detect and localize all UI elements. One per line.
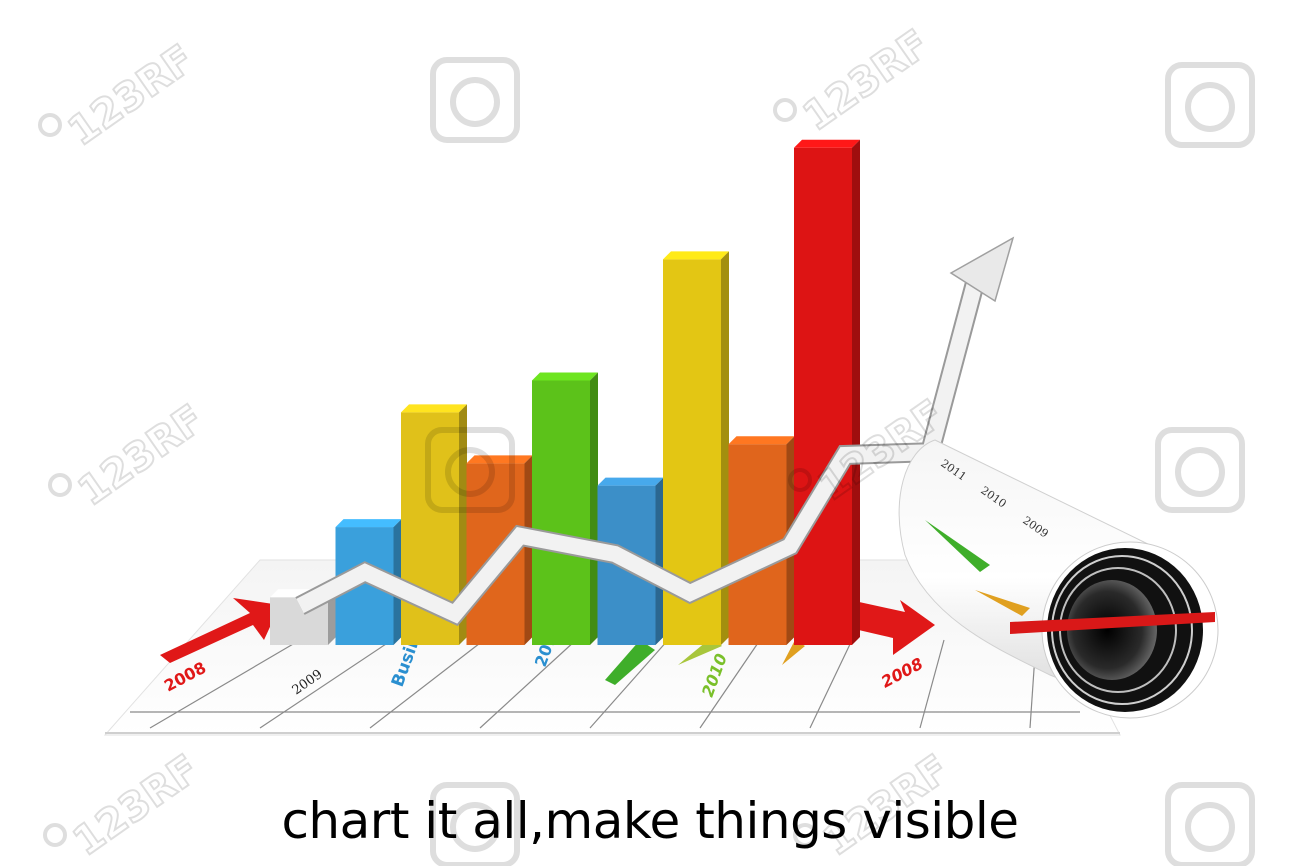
roll-orange-mark	[975, 590, 1030, 616]
camera-icon	[425, 427, 515, 513]
paper-grid	[130, 639, 1080, 729]
trend-arrowhead	[949, 236, 1015, 303]
bar-top	[663, 251, 729, 260]
bar-8	[794, 139, 860, 645]
camera-lens	[450, 77, 500, 127]
bar-side	[721, 251, 729, 645]
camera-icon	[430, 782, 520, 866]
roll-hole	[1067, 580, 1157, 680]
camera-lens	[1185, 82, 1235, 132]
camera-icon	[48, 473, 72, 497]
bar-top	[466, 455, 533, 464]
green-arrow	[605, 640, 655, 685]
watermark	[430, 57, 520, 143]
watermark	[1165, 62, 1255, 148]
grid-line	[919, 639, 945, 729]
camera-icon	[430, 57, 520, 143]
trend-arrow	[295, 236, 1015, 627]
roll-red-stripe	[1010, 612, 1215, 634]
watermark-text: 123RF	[70, 396, 212, 515]
grid-line	[809, 639, 853, 729]
grid-line	[369, 639, 485, 729]
bar-side	[852, 139, 860, 645]
camera-icon	[43, 823, 67, 847]
bar-side	[328, 589, 336, 645]
red-arrow-right	[850, 600, 935, 655]
watermark-text: 123RF	[60, 36, 202, 155]
watermark: 123RF	[48, 395, 213, 516]
watermark	[425, 427, 515, 513]
bar-top	[335, 519, 402, 528]
bar-top	[532, 372, 598, 381]
camera-icon	[793, 823, 817, 847]
bar-top	[794, 139, 860, 148]
watermark	[430, 782, 520, 866]
orange-arrow	[782, 640, 805, 665]
bar-side	[459, 404, 467, 645]
grid-line	[699, 639, 761, 729]
bar-4	[532, 372, 598, 645]
bar-side	[524, 455, 533, 645]
camera-lens	[1175, 447, 1225, 497]
camera-icon	[1165, 782, 1255, 866]
roll-green-mark	[925, 520, 990, 572]
camera-icon	[773, 98, 797, 122]
bar-top	[597, 477, 664, 486]
red-arrow-left	[160, 598, 280, 663]
bar-side	[655, 477, 664, 645]
camera-icon	[788, 468, 812, 492]
grid-line	[589, 639, 669, 729]
bar-front	[794, 147, 852, 645]
watermark-text: 123RF	[795, 21, 937, 140]
bar-top	[728, 436, 795, 445]
watermark: 123RF	[773, 20, 938, 141]
camera-lens	[450, 802, 500, 852]
watermark	[1155, 427, 1245, 513]
grid-line	[479, 639, 577, 729]
grid-line	[259, 639, 393, 729]
camera-lens	[1185, 802, 1235, 852]
camera-lens	[445, 447, 495, 497]
paper-roll: 2011 2010 2009	[898, 439, 1219, 719]
bar-top	[401, 404, 467, 413]
bar-side	[590, 372, 598, 645]
watermark	[1165, 782, 1255, 866]
grid-line	[149, 639, 301, 729]
watermark: 123RF	[38, 35, 203, 156]
bar-front	[532, 380, 590, 645]
camera-icon	[38, 113, 62, 137]
caption: chart it all,make things visible	[281, 792, 1019, 850]
trend-line	[296, 280, 983, 624]
camera-icon	[1155, 427, 1245, 513]
camera-icon	[1165, 62, 1255, 148]
